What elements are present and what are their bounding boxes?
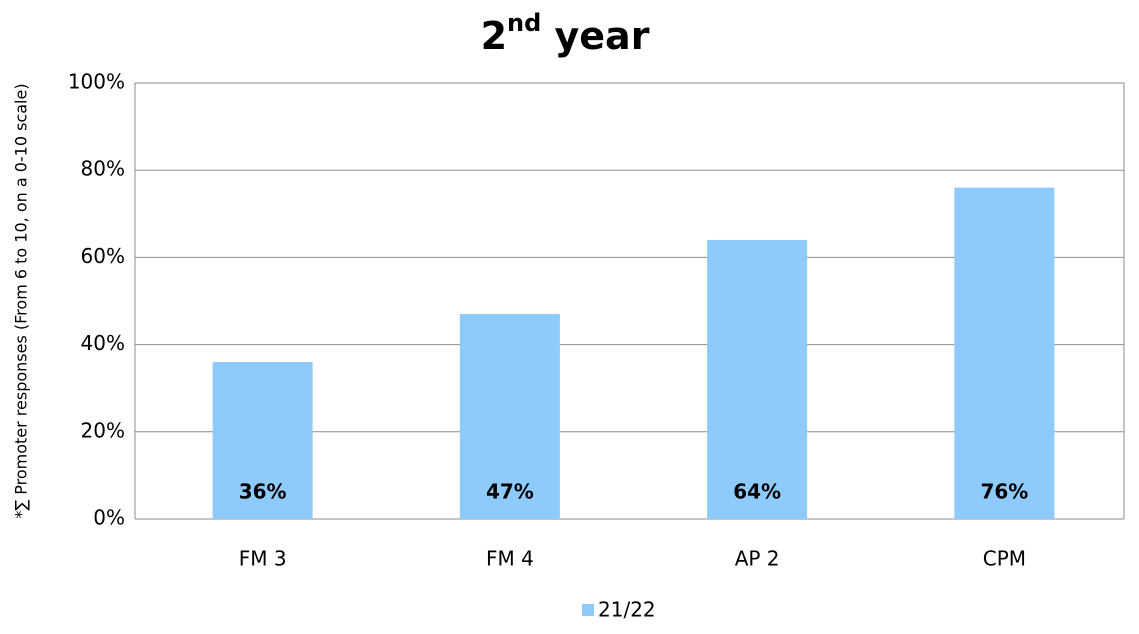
- data-label: 76%: [980, 480, 1028, 504]
- y-tick-label: 20%: [81, 418, 125, 442]
- bar: [707, 239, 808, 519]
- y-tick-label: 40%: [81, 331, 125, 355]
- x-tick-label: CPM: [983, 547, 1026, 571]
- y-tick-label: 100%: [68, 70, 125, 94]
- y-tick-label: 80%: [81, 157, 125, 181]
- data-label: 47%: [486, 480, 534, 504]
- x-tick-label: FM 3: [239, 547, 287, 571]
- bar: [954, 187, 1055, 519]
- y-tick-label: 0%: [93, 506, 125, 530]
- data-label: 64%: [733, 480, 781, 504]
- legend-label: 21/22: [598, 598, 656, 622]
- y-tick-label: 60%: [81, 244, 125, 268]
- x-tick-label: FM 4: [486, 547, 534, 571]
- bar: [212, 362, 313, 519]
- y-axis-label: *∑ Promoter responses (From 6 to 10, on …: [12, 83, 31, 518]
- data-label: 36%: [239, 480, 287, 504]
- bar: [459, 314, 560, 519]
- x-tick-label: AP 2: [735, 547, 780, 571]
- legend-swatch: [582, 604, 594, 616]
- chart-title: 2nd year: [481, 9, 650, 58]
